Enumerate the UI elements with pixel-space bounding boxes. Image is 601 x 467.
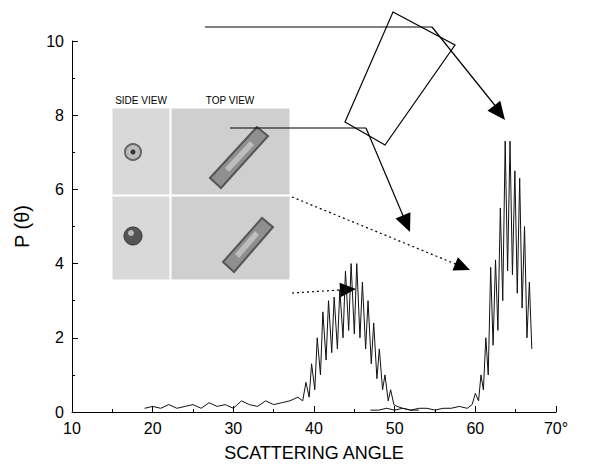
- svg-text:20: 20: [144, 420, 162, 437]
- svg-text:30: 30: [224, 420, 242, 437]
- svg-text:60: 60: [466, 420, 484, 437]
- svg-text:P (θ): P (θ): [11, 205, 33, 248]
- svg-text:10: 10: [63, 420, 81, 437]
- svg-text:2: 2: [55, 329, 64, 346]
- svg-text:4: 4: [55, 255, 64, 272]
- svg-text:8: 8: [55, 107, 64, 124]
- svg-text:50: 50: [386, 420, 404, 437]
- svg-text:40: 40: [305, 420, 323, 437]
- svg-text:0: 0: [55, 404, 64, 421]
- svg-text:70°: 70°: [544, 420, 568, 437]
- svg-text:6: 6: [55, 181, 64, 198]
- svg-text:SCATTERING ANGLE: SCATTERING ANGLE: [224, 443, 404, 463]
- svg-text:TOP VIEW: TOP VIEW: [206, 95, 255, 106]
- svg-text:SIDE VIEW: SIDE VIEW: [115, 95, 167, 106]
- svg-text:10: 10: [46, 33, 64, 50]
